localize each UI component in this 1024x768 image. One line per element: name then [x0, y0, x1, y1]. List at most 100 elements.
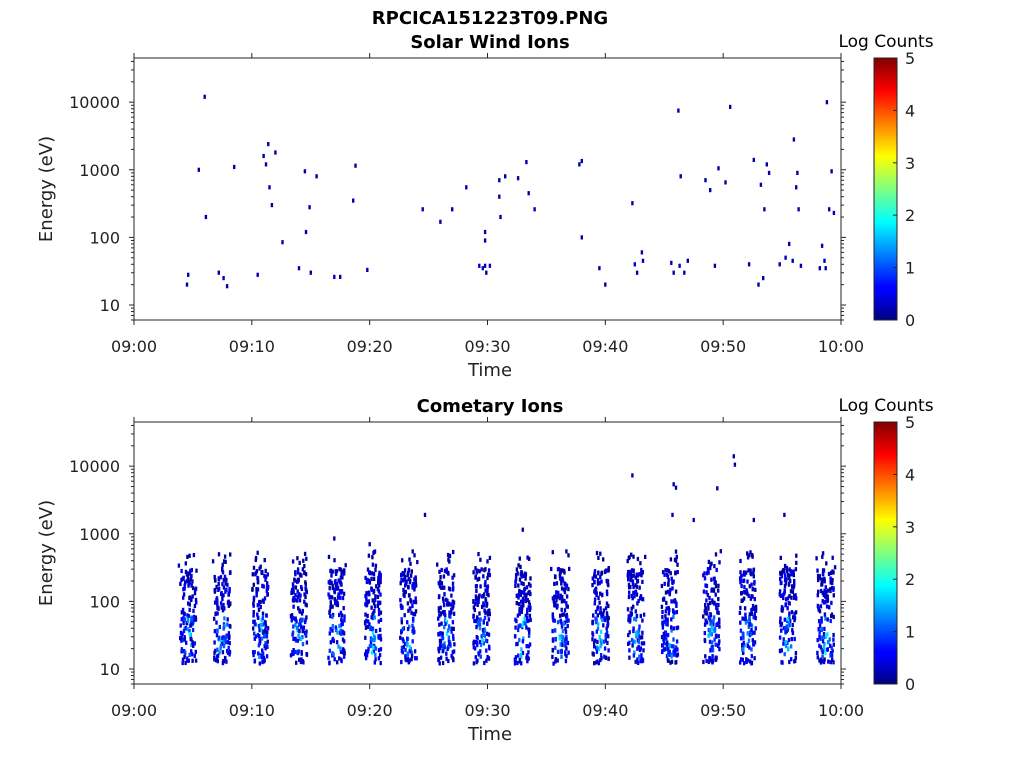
cometary-data-cell: [226, 622, 229, 627]
cometary-data-cell: [188, 607, 191, 612]
cometary-data-cell: [399, 598, 402, 603]
cometary-data-cell: [741, 645, 744, 650]
cometary-data-cell: [488, 573, 491, 578]
cometary-data-cell: [439, 631, 442, 636]
cometary-data-cell: [182, 592, 186, 597]
cometary-data-cell: [822, 660, 826, 665]
cometary-data-cell: [304, 602, 307, 607]
cometary-data-cell: [292, 584, 295, 589]
cometary-data-cell: [781, 568, 785, 573]
cometary-data-cell: [450, 653, 453, 659]
cometary-data-cell: [661, 643, 665, 648]
cometary-data-cell: [666, 646, 669, 651]
cometary-data-cell: [741, 643, 744, 648]
cometary-data-cell: [664, 590, 668, 595]
cometary-data-cell: [485, 601, 489, 606]
solar-wind-data-cell: [604, 282, 607, 287]
cometary-x-tick-label: 10:00: [818, 701, 864, 720]
cometary-data-cell: [487, 632, 491, 637]
cometary-data-cell: [181, 657, 185, 662]
cometary-data-cell: [667, 649, 670, 654]
cometary-data-cell: [555, 590, 558, 595]
cometary-data-cell: [529, 592, 532, 597]
solar-wind-data-cell: [339, 274, 342, 279]
cometary-data-cell: [450, 610, 453, 615]
cometary-data-cell: [366, 591, 369, 596]
cometary-data-cell: [818, 634, 821, 639]
cometary-data-cell: [743, 584, 746, 590]
cometary-data-cell: [338, 589, 342, 594]
cometary-data-cell: [452, 657, 455, 662]
cometary-data-cell: [217, 581, 220, 586]
solar-wind-data-cell: [778, 262, 781, 267]
cometary-x-tick-label: 09:30: [464, 701, 510, 720]
cometary-data-cell: [364, 594, 367, 599]
cometary-data-cell: [452, 549, 455, 555]
cometary-data-cell: [786, 627, 789, 632]
cometary-data-cell: [522, 573, 525, 579]
cometary-data-cell: [476, 622, 479, 627]
cometary-data-cell: [475, 625, 478, 630]
cometary-data-cell: [781, 608, 784, 613]
cometary-data-cell: [744, 612, 747, 617]
cometary-data-cell: [520, 661, 523, 666]
cometary-data-cell: [438, 638, 442, 643]
cometary-data-cell: [593, 644, 596, 649]
cometary-data-cell: [452, 611, 456, 616]
cometary-data-cell: [188, 580, 191, 585]
cometary-data-cell: [528, 642, 532, 647]
cometary-data-cell: [343, 648, 346, 653]
cometary-data-cell: [795, 553, 798, 558]
cometary-data-cell: [450, 593, 453, 598]
cometary-data-cell: [741, 616, 744, 621]
solar-wind-data-cell: [465, 185, 468, 190]
cometary-data-cell: [599, 653, 603, 658]
cometary-data-cell: [638, 572, 641, 577]
solar-wind-data-cell: [747, 262, 751, 267]
cometary-data-cell: [372, 590, 375, 595]
cometary-data-cell: [477, 599, 480, 605]
cometary-data-cell: [224, 559, 227, 564]
cometary-data-cell: [413, 553, 416, 558]
cometary-data-cell: [486, 588, 489, 593]
cometary-data-cell: [229, 552, 232, 557]
cometary-data-cell: [830, 645, 833, 650]
cometary-data-cell: [784, 573, 787, 578]
cometary-data-cell: [215, 620, 218, 625]
cometary-data-cell: [413, 612, 416, 617]
cometary-data-cell: [265, 613, 268, 618]
cometary-data-cell: [334, 625, 337, 630]
cometary-data-cell: [707, 606, 710, 611]
cometary-data-cell: [479, 642, 483, 648]
cometary-data-cell: [819, 588, 823, 594]
cometary-data-cell: [519, 653, 523, 658]
cometary-data-cell: [637, 572, 640, 577]
cometary-data-cell: [409, 578, 412, 583]
cometary-data-cell: [591, 576, 594, 581]
solar-wind-data-cell: [527, 191, 530, 196]
cometary-data-cell: [748, 645, 751, 650]
cometary-data-cell: [475, 639, 478, 645]
cometary-data-cell: [445, 569, 448, 574]
cometary-data-cell: [191, 658, 194, 663]
solar-wind-x-tick-label: 09:30: [464, 337, 510, 356]
cometary-data-cell: [333, 587, 336, 592]
cometary-x-label: Time: [467, 724, 512, 745]
cometary-data-cell: [559, 569, 562, 574]
cometary-data-cell: [817, 627, 820, 632]
cometary-data-cell: [442, 643, 445, 648]
cometary-data-cell: [481, 604, 484, 609]
cometary-data-cell: [296, 594, 299, 599]
cometary-data-cell: [562, 612, 565, 617]
cometary-data-cell: [300, 585, 303, 590]
solar-wind-y-tick-label: 1000: [79, 161, 120, 180]
cometary-data-cell: [525, 585, 529, 590]
cometary-data-cell: [741, 631, 744, 636]
cometary-data-cell: [251, 586, 254, 592]
cometary-data-cell: [717, 643, 720, 648]
cometary-data-cell: [820, 635, 824, 640]
cometary-data-cell: [633, 594, 636, 599]
cometary-data-cell: [742, 647, 745, 652]
cometary-data-cell: [830, 600, 833, 605]
cometary-data-cell: [825, 647, 829, 652]
